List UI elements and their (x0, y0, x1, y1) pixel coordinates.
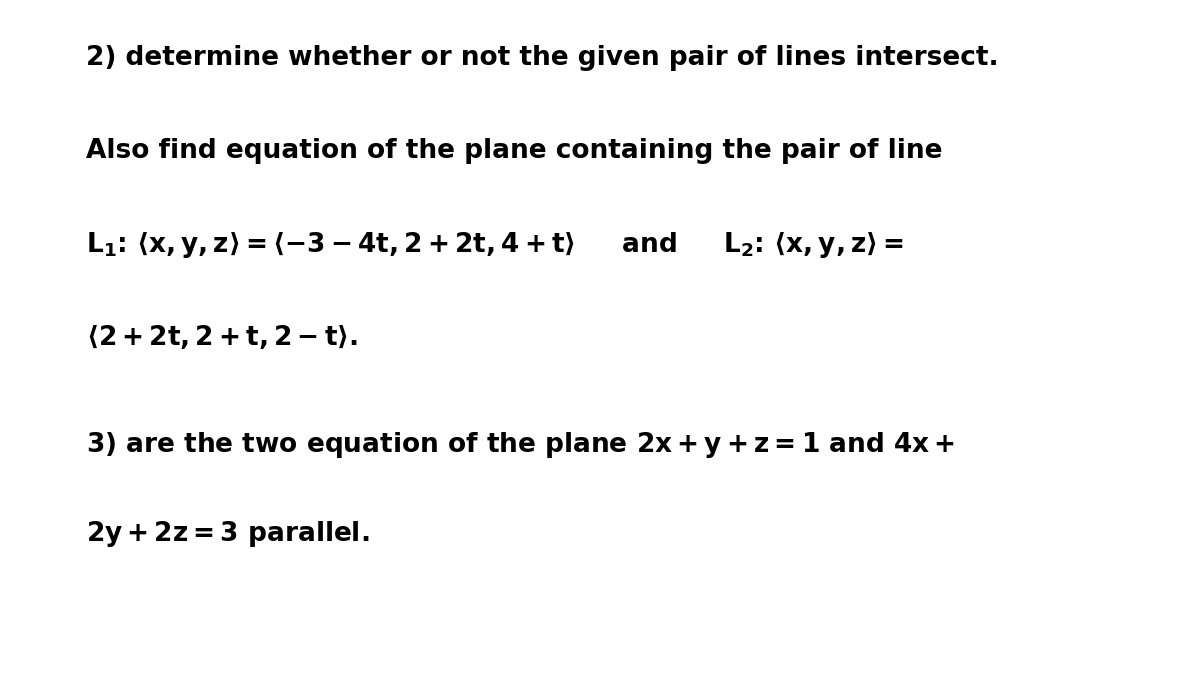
Text: $\mathbf{L_1}$: $\mathbf{\langle x, y, z\rangle = \langle{-3 - 4t, 2 + 2t, 4 + t: $\mathbf{L_1}$: $\mathbf{\langle x, y, z… (86, 230, 905, 261)
Text: $\mathbf{2y + 2z = 3}$ parallel.: $\mathbf{2y + 2z = 3}$ parallel. (86, 519, 370, 550)
Text: 2) determine whether or not the given pair of lines intersect.: 2) determine whether or not the given pa… (86, 45, 1000, 71)
Text: Also find equation of the plane containing the pair of line: Also find equation of the plane containi… (86, 138, 943, 164)
Text: $\mathbf{\langle 2 + 2t, 2 + t, 2 - t\rangle}$.: $\mathbf{\langle 2 + 2t, 2 + t, 2 - t\ra… (86, 323, 359, 352)
Text: 3) are the two equation of the plane $\mathbf{2x + y + z = 1}$ and $\mathbf{4x +: 3) are the two equation of the plane $\m… (86, 430, 955, 460)
